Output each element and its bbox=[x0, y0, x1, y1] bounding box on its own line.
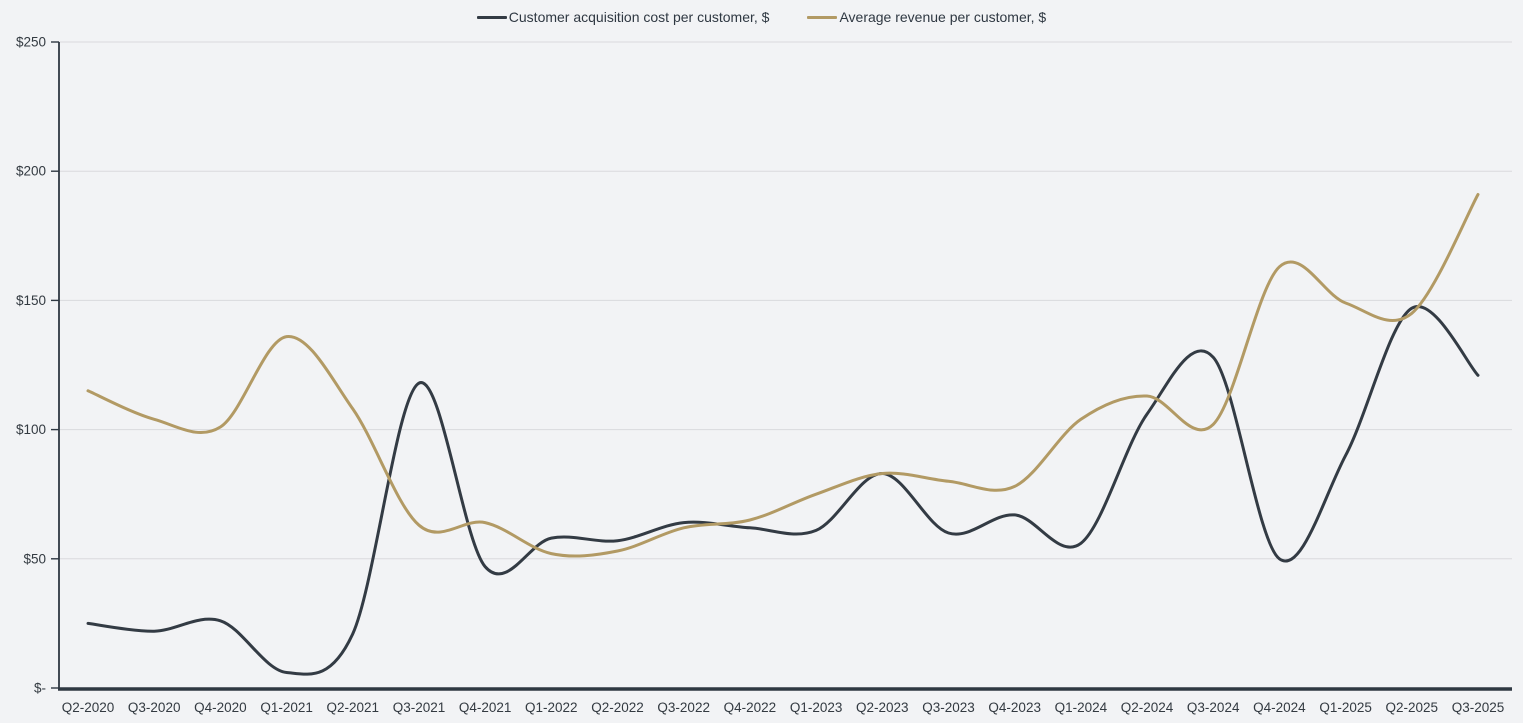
x-tick-label: Q4-2020 bbox=[194, 700, 247, 715]
legend-label-arpc: Average revenue per customer, $ bbox=[839, 9, 1047, 25]
y-tick-label: $250 bbox=[16, 35, 46, 50]
gridlines-group bbox=[59, 41, 1512, 560]
x-tick-label: Q2-2025 bbox=[1386, 700, 1439, 715]
x-tick-label: Q2-2021 bbox=[327, 700, 380, 715]
cac-line-swatch bbox=[476, 16, 507, 19]
x-tick-label: Q3-2022 bbox=[657, 700, 710, 715]
y-tick-label: $150 bbox=[16, 293, 46, 308]
x-tick-label: Q4-2023 bbox=[988, 700, 1041, 715]
x-tick-label: Q4-2024 bbox=[1253, 700, 1306, 715]
legend-item-arpc: Average revenue per customer, $ bbox=[807, 9, 1046, 26]
legend: Customer acquisition cost per customer, … bbox=[0, 9, 1523, 26]
arpc-line-swatch bbox=[807, 16, 838, 19]
y-tick-label: $- bbox=[34, 681, 46, 696]
legend-item-cac: Customer acquisition cost per customer, … bbox=[476, 9, 770, 26]
legend-label-cac: Customer acquisition cost per customer, … bbox=[508, 9, 770, 25]
x-tick-label: Q3-2024 bbox=[1187, 700, 1240, 715]
x-tick-label: Q3-2025 bbox=[1452, 700, 1505, 715]
x-tick-label: Q2-2024 bbox=[1121, 700, 1174, 715]
y-tick-label: $200 bbox=[16, 164, 46, 179]
y-tick-label: $100 bbox=[16, 422, 46, 437]
x-tick-label: Q2-2022 bbox=[591, 700, 644, 715]
x-tick-label: Q3-2020 bbox=[128, 700, 181, 715]
x-tick-label: Q1-2025 bbox=[1319, 700, 1372, 715]
series-line-arpc bbox=[86, 193, 1480, 558]
y-axis-labels: $- $50 $100 $150 $200 $250 bbox=[16, 35, 46, 696]
x-tick-label: Q4-2022 bbox=[724, 700, 777, 715]
x-tick-label: Q3-2021 bbox=[393, 700, 446, 715]
y-tick-label: $50 bbox=[23, 551, 46, 566]
x-tick-label: Q2-2023 bbox=[856, 700, 909, 715]
x-tick-label: Q2-2020 bbox=[62, 700, 115, 715]
x-tick-label: Q3-2023 bbox=[922, 700, 975, 715]
x-tick-label: Q1-2022 bbox=[525, 700, 578, 715]
x-tick-label: Q1-2024 bbox=[1055, 700, 1108, 715]
x-tick-label: Q4-2021 bbox=[459, 700, 512, 715]
x-tick-label: Q1-2023 bbox=[790, 700, 843, 715]
x-tick-label: Q1-2021 bbox=[260, 700, 313, 715]
series-line-cac bbox=[86, 305, 1480, 676]
x-axis-labels: Q2-2020 Q3-2020 Q4-2020 Q1-2021 Q2-2021 Q3-20… bbox=[62, 700, 1505, 715]
y-axis-ticks bbox=[51, 41, 59, 689]
